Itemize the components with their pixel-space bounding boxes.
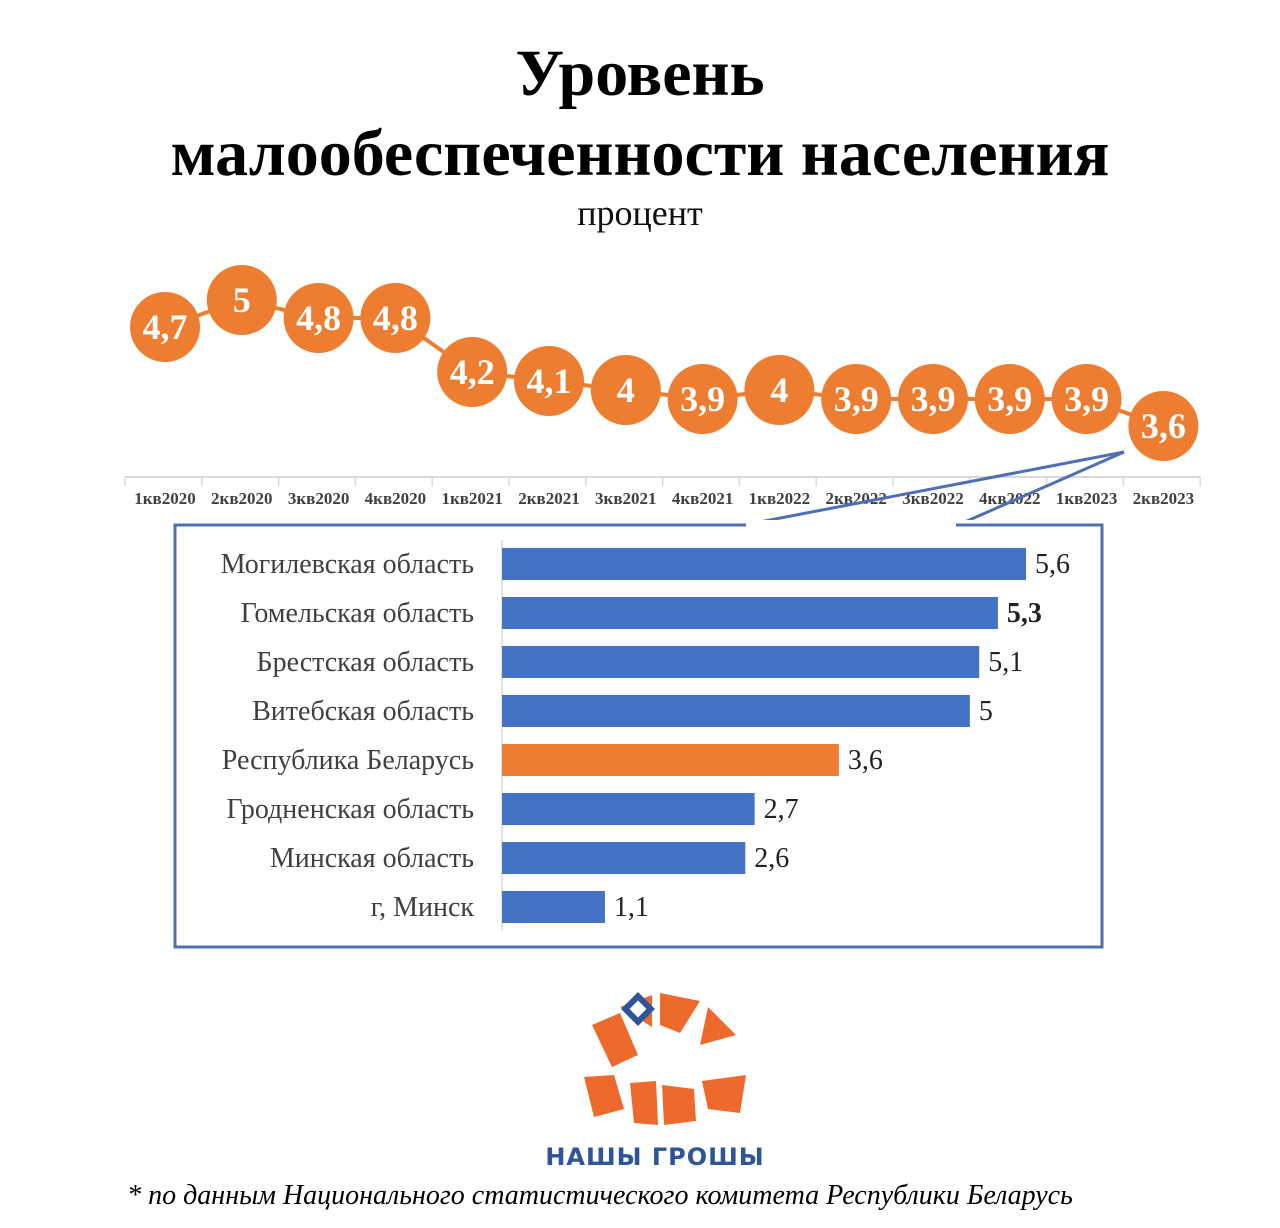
data-label: 4 bbox=[770, 370, 788, 410]
nashy-groshy-logo bbox=[584, 992, 746, 1125]
category-label: Могилевская область bbox=[221, 549, 474, 580]
bar bbox=[502, 744, 839, 776]
category-label: г, Минск bbox=[371, 892, 475, 923]
data-point-marker bbox=[1128, 391, 1199, 461]
data-point-marker bbox=[821, 364, 892, 434]
bar-value-label: 5,3 bbox=[1007, 598, 1042, 629]
x-tick-label: 4кв2020 bbox=[365, 489, 426, 508]
x-tick-label: 2кв2020 bbox=[211, 489, 272, 508]
x-tick-label: 4кв2021 bbox=[672, 489, 733, 508]
x-tick-label: 3кв2022 bbox=[902, 489, 963, 508]
bar-value-label: 5,6 bbox=[1035, 549, 1070, 580]
x-tick-label: 1кв2021 bbox=[441, 489, 502, 508]
category-label: Минская область bbox=[270, 843, 474, 874]
data-label: 5 bbox=[233, 280, 251, 320]
data-label: 4,7 bbox=[143, 307, 188, 347]
data-point-marker bbox=[206, 265, 277, 335]
logo-wordmark: НАШЫ ГРОШЫ bbox=[545, 1143, 765, 1171]
bar bbox=[502, 793, 755, 825]
bar bbox=[502, 548, 1026, 580]
chart-unit-subtitle: процент bbox=[577, 193, 703, 233]
x-tick-label: 4кв2022 bbox=[979, 489, 1040, 508]
data-point-marker bbox=[590, 355, 661, 425]
x-tick-label: 2кв2023 bbox=[1133, 489, 1194, 508]
bar-value-label: 5 bbox=[979, 696, 993, 727]
data-point-marker bbox=[667, 364, 738, 434]
data-point-marker bbox=[130, 292, 200, 362]
x-tick-label: 3кв2021 bbox=[595, 489, 656, 508]
data-label: 4,8 bbox=[373, 298, 418, 338]
line-chart: 4,7 5 4,8 4,8 4,2 4,1 4 3,9 4 3,9 3,9 3,9 3,9 3,6 1кв2… bbox=[124, 265, 1201, 520]
data-label: 3,9 bbox=[1064, 379, 1109, 419]
bar-value-label: 3,6 bbox=[848, 745, 883, 776]
category-label: Гомельская область bbox=[241, 598, 474, 629]
bar-value-label: 1,1 bbox=[614, 892, 649, 923]
data-label: 4,2 bbox=[450, 352, 495, 392]
category-label: Гродненская область bbox=[226, 794, 474, 825]
bar bbox=[502, 891, 605, 923]
chart-title-line-1: Уровень bbox=[515, 37, 765, 110]
callout-connector bbox=[762, 450, 1125, 520]
x-tick-label: 2кв2022 bbox=[825, 489, 886, 508]
x-tick-label: 2кв2021 bbox=[518, 489, 579, 508]
source-footnote: * по данным Национального статистическог… bbox=[127, 1180, 1073, 1211]
data-point-marker bbox=[283, 283, 354, 353]
bar bbox=[502, 646, 980, 678]
bar bbox=[502, 597, 998, 629]
data-point-marker bbox=[514, 346, 584, 416]
x-tick-label: 3кв2020 bbox=[288, 489, 349, 508]
chart-title-line-2: малообеспеченности населения bbox=[170, 117, 1110, 190]
bar bbox=[502, 842, 746, 874]
data-label: 3,9 bbox=[911, 379, 956, 419]
data-label: 3,9 bbox=[987, 379, 1032, 419]
bar bbox=[502, 695, 970, 727]
data-label: 4,1 bbox=[527, 361, 572, 401]
category-label: Брестская область bbox=[256, 647, 474, 678]
data-label: 3,9 bbox=[834, 379, 879, 419]
callout-frame bbox=[173, 523, 1104, 949]
data-point-marker bbox=[1051, 364, 1122, 434]
data-label: 4 bbox=[617, 370, 635, 410]
data-label: 4,8 bbox=[296, 298, 341, 338]
data-point-marker bbox=[744, 355, 815, 425]
x-tick-label: 1кв2023 bbox=[1056, 489, 1117, 508]
data-point-marker bbox=[898, 364, 968, 434]
bar-value-label: 2,6 bbox=[754, 843, 789, 874]
bar-chart: Могилевская область 5,6 Гомельская область… bbox=[173, 522, 1104, 949]
x-tick-label: 1кв2020 bbox=[134, 489, 195, 508]
data-point-marker bbox=[974, 364, 1045, 434]
category-label: Витебская область bbox=[252, 696, 474, 727]
data-point-marker bbox=[360, 283, 431, 353]
bar-value-label: 5,1 bbox=[988, 647, 1023, 678]
category-label: Республика Беларусь bbox=[222, 745, 474, 776]
data-label: 3,9 bbox=[680, 379, 725, 419]
bar-value-label: 2,7 bbox=[764, 794, 799, 825]
callout-connector bbox=[965, 450, 1125, 520]
data-point-marker bbox=[437, 337, 508, 407]
x-tick-label: 1кв2022 bbox=[749, 489, 810, 508]
data-label: 3,6 bbox=[1141, 406, 1186, 446]
